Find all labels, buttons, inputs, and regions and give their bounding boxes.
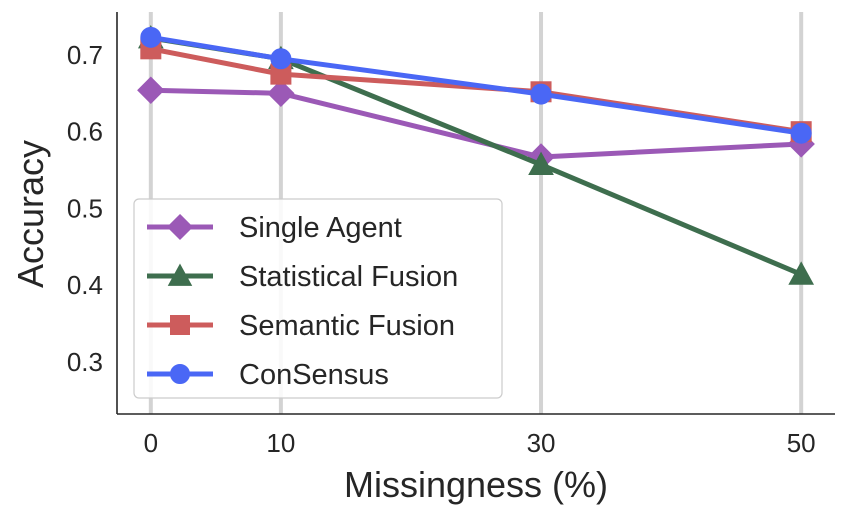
- data-point: [528, 151, 554, 176]
- x-tick-label: 0: [144, 428, 158, 458]
- y-tick-label: 0.5: [67, 193, 103, 223]
- legend-entry: ConSensus: [147, 359, 389, 391]
- legend-marker: [166, 213, 194, 241]
- data-point: [790, 122, 812, 144]
- series-consensus: [140, 26, 812, 144]
- legend-marker: [167, 263, 193, 286]
- legend-entry: Semantic Fusion: [147, 310, 455, 342]
- legend-label: ConSensus: [239, 359, 389, 391]
- y-tick-label: 0.6: [67, 117, 103, 147]
- legend-label: Single Agent: [239, 212, 402, 244]
- data-point: [140, 26, 162, 48]
- legend-label: Semantic Fusion: [239, 310, 455, 342]
- data-point: [270, 48, 292, 70]
- legend-marker: [170, 364, 190, 384]
- x-tick-label: 50: [787, 428, 816, 458]
- axes: [116, 12, 835, 415]
- x-tick-label: 30: [527, 428, 556, 458]
- legend-marker: [170, 315, 190, 335]
- y-tick-label: 0.4: [67, 270, 103, 300]
- series-single-agent: [137, 76, 815, 171]
- series-line: [150, 34, 802, 136]
- series-group: [137, 25, 815, 285]
- data-point: [137, 76, 165, 104]
- y-tick-labels: 0.3 0.4 0.5 0.6 0.7: [67, 40, 103, 377]
- legend: Single Agent Statistical Fusion Semantic F…: [133, 198, 503, 399]
- series-line: [150, 87, 802, 160]
- x-tick-labels: 0 10 30 50: [144, 428, 816, 458]
- x-axis-label: Missingness (%): [344, 464, 608, 505]
- legend-entry: Single Agent: [147, 212, 402, 244]
- data-point: [530, 83, 552, 105]
- legend-entry: Statistical Fusion: [147, 261, 458, 293]
- data-point: [788, 261, 815, 285]
- data-point: [267, 79, 295, 108]
- legend-frame: [133, 198, 503, 399]
- x-tick-label: 10: [266, 428, 295, 458]
- legend-label: Statistical Fusion: [239, 261, 458, 293]
- y-tick-label: 0.7: [67, 40, 103, 70]
- y-tick-label: 0.3: [67, 347, 103, 377]
- y-axis-label: Accuracy: [10, 140, 51, 288]
